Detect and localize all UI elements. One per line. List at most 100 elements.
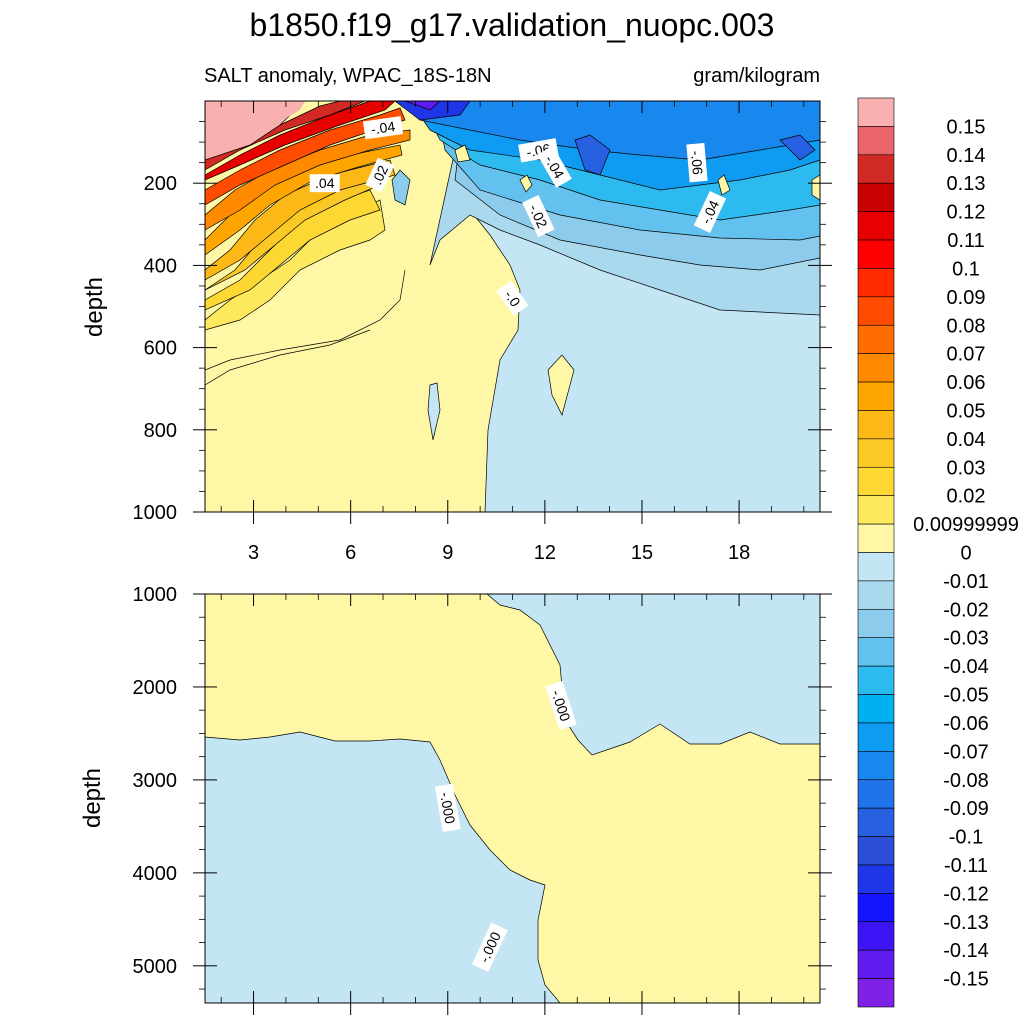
colorbar-swatch — [857, 694, 895, 724]
colorbar-swatch — [857, 268, 895, 298]
colorbar-label: 0.13 — [947, 173, 986, 195]
colorbar-swatch — [857, 807, 895, 837]
contour-label-bg — [686, 142, 708, 183]
contour-label-bg — [362, 116, 404, 140]
contour-label-bg — [471, 922, 508, 972]
colorbar-label: -0.04 — [943, 656, 989, 678]
contour-label-bg — [545, 680, 577, 731]
colorbar-label: 0.04 — [947, 429, 986, 451]
colorbar-swatch — [857, 864, 895, 894]
contour-label-bg — [496, 280, 529, 316]
colorbar-label: 0.03 — [947, 457, 986, 479]
colorbar-swatch — [857, 466, 895, 496]
colorbar-swatch — [857, 211, 895, 241]
contour-label-bg — [365, 157, 395, 193]
contour-label-text: .04 — [315, 175, 335, 191]
chart-subtitle: SALT anomaly, WPAC_18S-18N — [204, 65, 492, 87]
y-tick-label: 5000 — [133, 956, 178, 978]
colorbar-swatch — [857, 324, 895, 354]
y-tick-label: 200 — [144, 173, 177, 195]
colorbar-label: -0.13 — [943, 912, 989, 934]
colorbar-label: -0.09 — [943, 798, 989, 820]
colorbar-label: 0 — [960, 543, 971, 565]
colorbar-swatch — [857, 978, 895, 1008]
x-tick-label: 9 — [442, 542, 453, 564]
contour-label-text: -.0 — [501, 287, 524, 310]
colorbar-swatch — [857, 296, 895, 326]
colorbar-swatch — [857, 97, 895, 127]
colorbar-label: -0.1 — [949, 827, 983, 849]
colorbar-swatch — [857, 609, 895, 639]
x-tick-label: 12 — [534, 542, 556, 564]
contour-label-text: -.06 — [688, 150, 706, 176]
colorbar-label: -0.08 — [943, 770, 989, 792]
colorbar-label: 0.08 — [947, 315, 986, 337]
colorbar-swatch — [857, 665, 895, 695]
colorbar-label: -0.05 — [943, 685, 989, 707]
colorbar-swatch — [857, 523, 895, 553]
y-tick-label: 4000 — [133, 863, 178, 885]
contour-label: -.04 — [362, 116, 404, 140]
colorbar-label: 0.14 — [947, 145, 986, 167]
y-tick-label: 400 — [144, 255, 177, 277]
y-tick-label: 2000 — [133, 677, 178, 699]
contour-label-text: -.04 — [370, 118, 396, 137]
colorbar-label: 0.07 — [947, 344, 986, 366]
colorbar-label: 0.1 — [952, 258, 980, 280]
y-tick-label: 3000 — [133, 770, 178, 792]
colorbar-swatch — [857, 722, 895, 752]
colorbar-label: -0.06 — [943, 713, 989, 735]
colorbar-label: -0.11 — [944, 855, 988, 877]
lower-panel: -.000-.000-.000 — [205, 594, 820, 1003]
contour-label: -.000 — [434, 783, 461, 833]
colorbar-label: 0.09 — [947, 287, 986, 309]
y-tick-label: 1000 — [133, 584, 178, 606]
colorbar-swatch — [857, 580, 895, 610]
y-tick-label: 600 — [144, 338, 177, 360]
colorbar-swatch — [857, 949, 895, 979]
colorbar-label: 0.06 — [947, 372, 986, 394]
colorbar-label: -0.01 — [943, 571, 989, 593]
upper-y-axis-label: depth — [81, 277, 108, 337]
colorbar-label: -0.07 — [943, 741, 989, 763]
colorbar-swatch — [857, 239, 895, 269]
contour-label: .04 — [309, 174, 340, 193]
colorbar-swatch — [857, 495, 895, 525]
contour-label: -.06 — [686, 142, 708, 183]
x-axis: 3 6 9 12 15 18 — [220, 101, 805, 1015]
x-tick-label: 3 — [248, 542, 259, 564]
colorbar-swatch — [857, 410, 895, 440]
contour-label-bg — [434, 783, 461, 833]
contour-label-bg — [693, 190, 727, 233]
y-tick-label: 1000 — [133, 502, 178, 524]
chart-title: b1850.f19_g17.validation_nuopc.003 — [250, 7, 775, 43]
colorbar-label: 0.02 — [947, 486, 986, 508]
colorbar-label: -0.02 — [943, 599, 989, 621]
colorbar-label: 0.05 — [947, 400, 986, 422]
contour-label-bg — [522, 195, 555, 238]
colorbar-swatch — [857, 126, 895, 156]
colorbar-label: -0.03 — [943, 628, 989, 650]
contour-label: .02 — [365, 157, 395, 193]
y-tick-label: 800 — [144, 420, 177, 442]
colorbar-swatch — [857, 154, 895, 184]
colorbar-swatch — [857, 893, 895, 923]
colorbar-swatch — [857, 353, 895, 383]
colorbar-swatch — [857, 921, 895, 951]
colorbar-label: -0.14 — [943, 940, 989, 962]
units-label: gram/kilogram — [693, 65, 820, 87]
upper-y-axis: 200 400 600 800 1000 — [133, 121, 832, 524]
colorbar-label: -0.15 — [943, 969, 989, 991]
contour-label-text: -.000 — [437, 791, 458, 825]
lower-y-axis-label: depth — [79, 768, 106, 828]
colorbar-swatch — [857, 552, 895, 582]
colorbar-swatch — [857, 751, 895, 781]
colorbar-swatch — [857, 779, 895, 809]
colorbar-label: 0.12 — [947, 202, 986, 224]
colorbar-swatch — [857, 836, 895, 866]
colorbar: 0.15 0.14 0.13 0.12 0.11 0.1 0.09 0.08 0.07 0.06 0… — [857, 97, 1019, 1008]
x-tick-label: 6 — [345, 542, 356, 564]
colorbar-label: -0.12 — [943, 883, 989, 905]
colorbar-swatch — [857, 381, 895, 411]
